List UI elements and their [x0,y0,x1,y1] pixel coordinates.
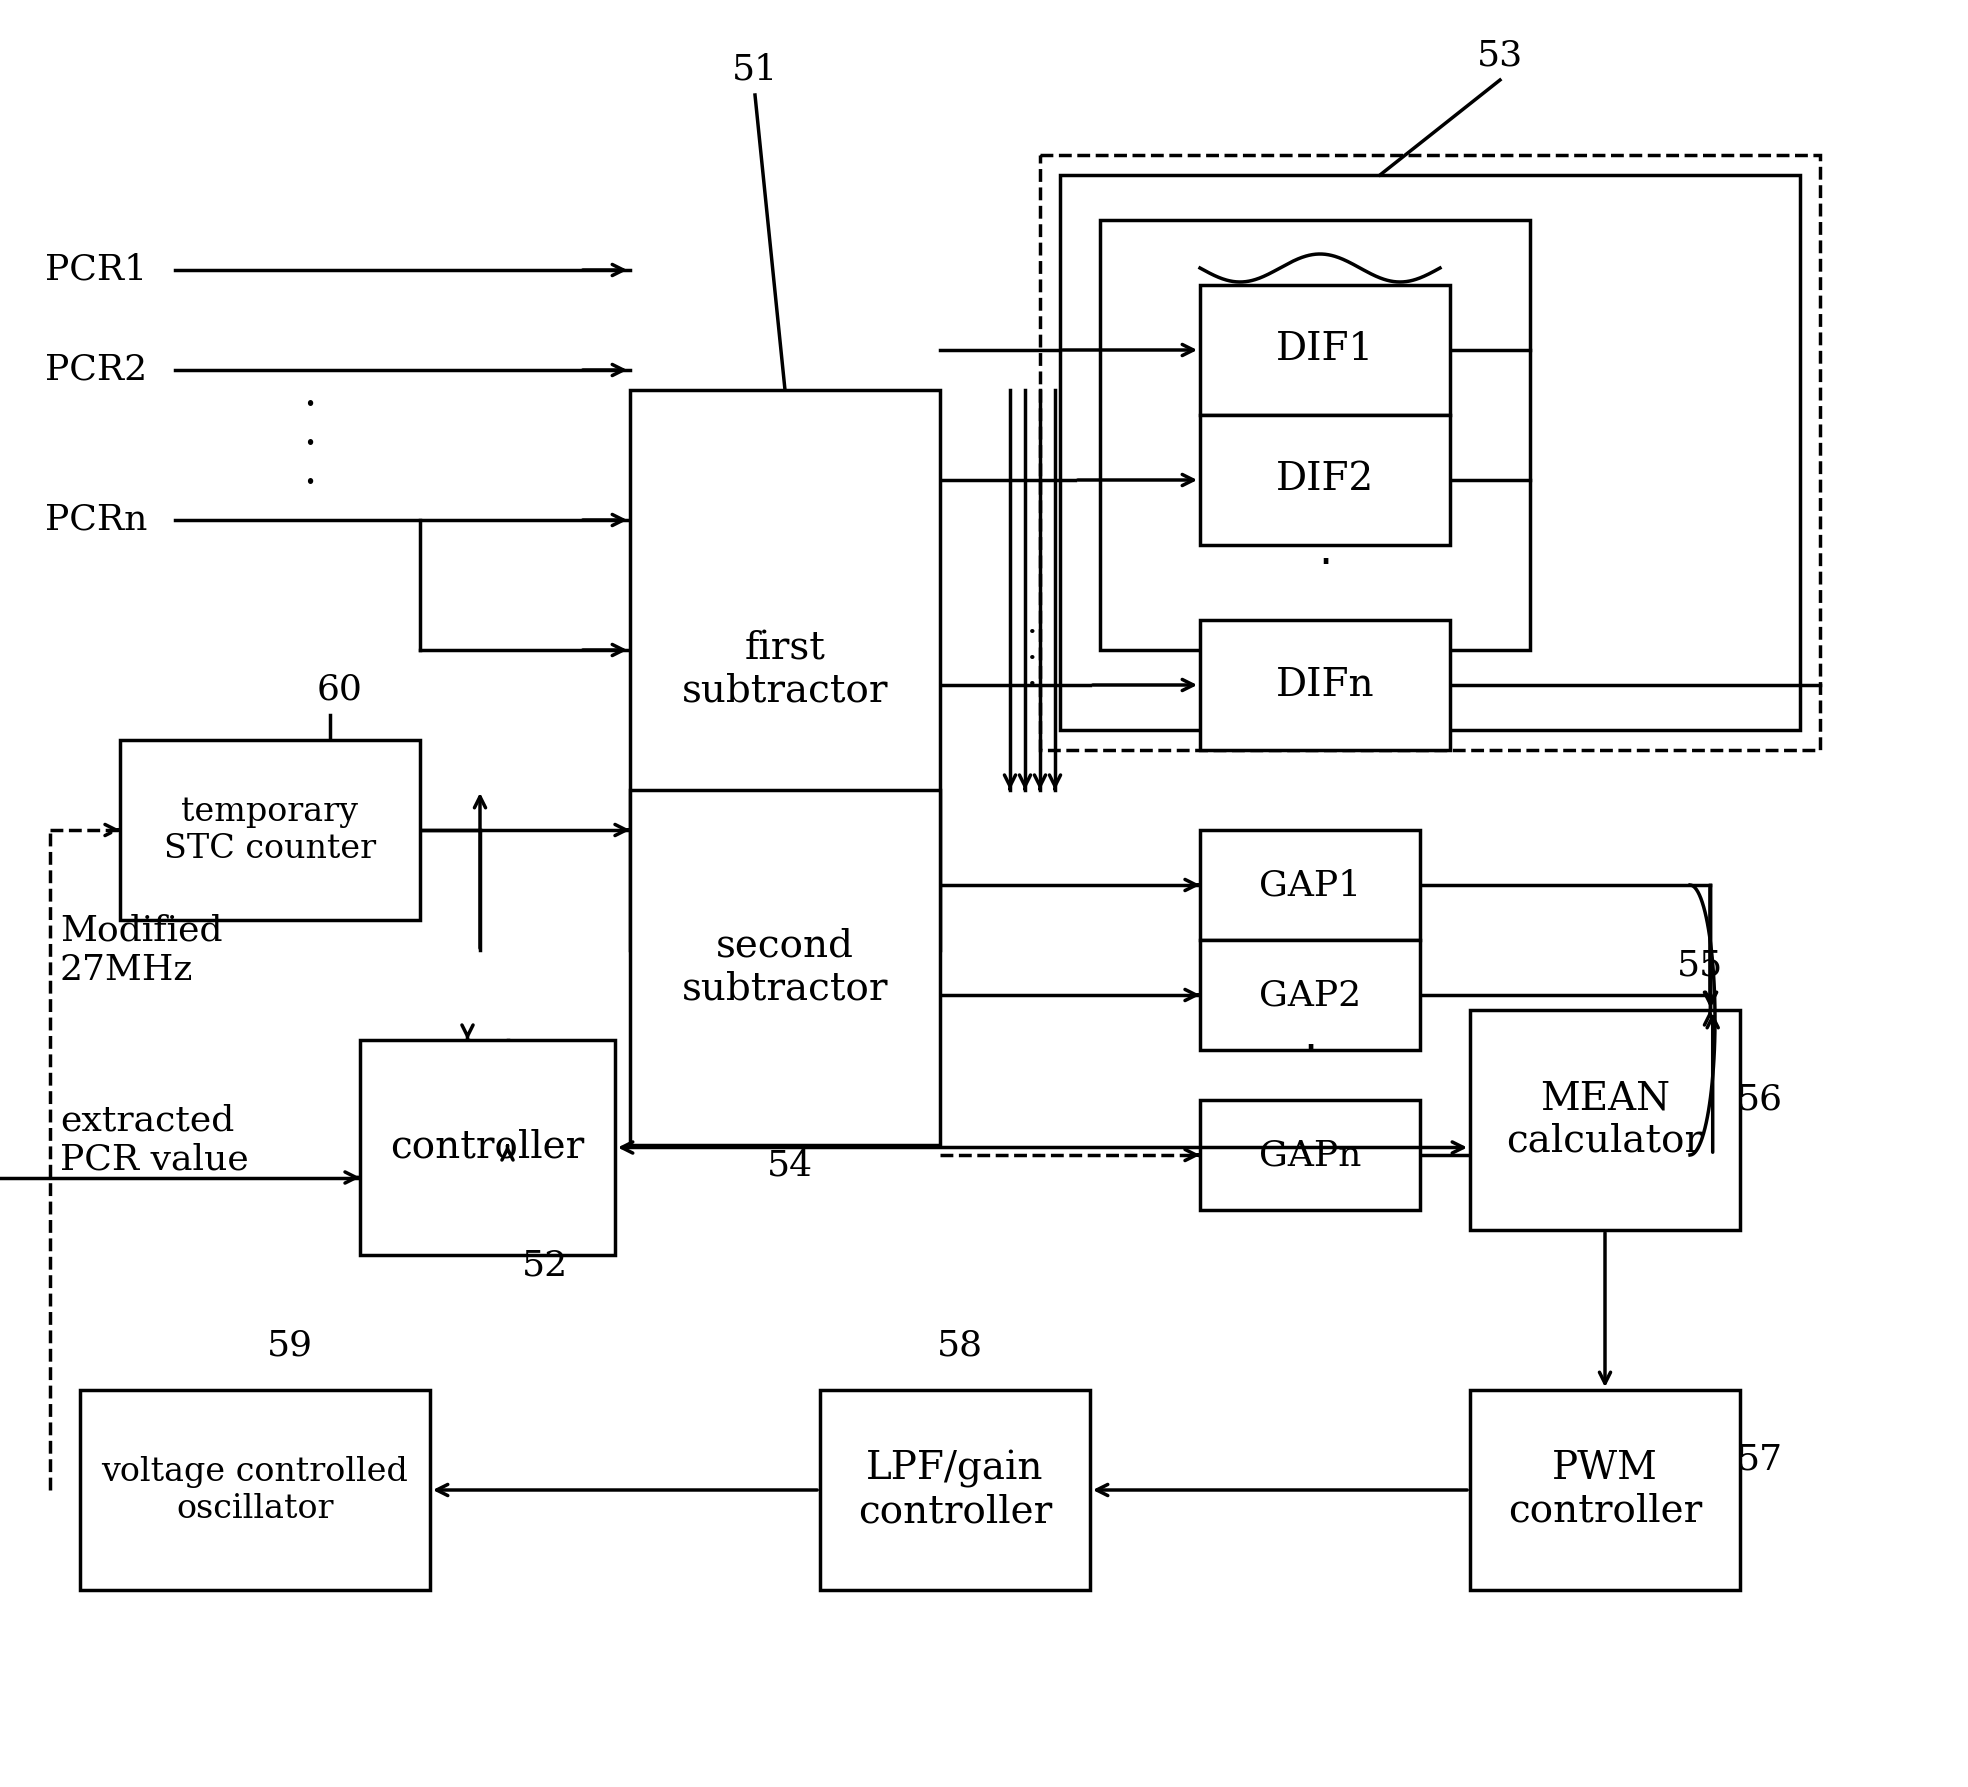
Bar [1200,284,1450,415]
Bar [120,740,419,920]
Text: PWM
controller: PWM controller [1507,1449,1702,1530]
Bar [821,1390,1090,1590]
Text: 55: 55 [1677,947,1724,983]
Text: 52: 52 [522,1247,569,1281]
Text: Modified
27MHz: Modified 27MHz [59,913,222,986]
Text: 60: 60 [317,674,362,708]
Text: DIF1: DIF1 [1275,332,1374,368]
Text: 51: 51 [732,54,777,88]
Text: LPF/gain
controller: LPF/gain controller [858,1449,1053,1530]
Bar [1100,220,1529,650]
Text: extracted
PCR value: extracted PCR value [59,1103,248,1176]
Text: GAP2: GAP2 [1260,977,1362,1011]
Bar [81,1390,429,1590]
Bar [1470,1390,1740,1590]
Bar [1200,940,1421,1051]
Text: ·: · [1319,543,1332,586]
Bar [1200,1101,1421,1210]
Text: ·: · [1303,1029,1317,1072]
Text: GAPn: GAPn [1260,1138,1362,1172]
Bar [630,790,941,1145]
Text: second
subtractor: second subtractor [681,927,888,1008]
Bar [1200,415,1450,545]
Text: 57: 57 [1738,1442,1783,1478]
Text: 53: 53 [1476,38,1523,71]
Bar [1039,155,1820,751]
Text: 56: 56 [1738,1083,1783,1117]
Text: PCR1: PCR1 [45,254,148,288]
Text: 58: 58 [937,1328,984,1362]
Bar [360,1040,616,1254]
Text: DIFn: DIFn [1275,667,1374,704]
Text: PCRn: PCRn [45,502,148,538]
Text: controller: controller [390,1129,584,1165]
Text: temporary
STC counter: temporary STC counter [163,795,376,865]
Bar [1200,829,1421,940]
Text: MEAN
calculator: MEAN calculator [1506,1079,1704,1160]
Text: DIF2: DIF2 [1275,461,1374,499]
Bar [1061,175,1801,731]
Text: first
subtractor: first subtractor [681,631,888,709]
Text: ·
·
·: · · · [303,386,317,504]
Text: voltage controlled
oscillator: voltage controlled oscillator [102,1455,409,1524]
Text: PCR2: PCR2 [45,354,148,388]
Bar [1200,620,1450,751]
Bar [1470,1010,1740,1229]
Text: ·
·
·: · · · [1027,618,1037,702]
Bar [630,390,941,951]
Text: 59: 59 [268,1328,313,1362]
Text: 54: 54 [768,1147,813,1181]
Text: GAP1: GAP1 [1260,868,1362,902]
